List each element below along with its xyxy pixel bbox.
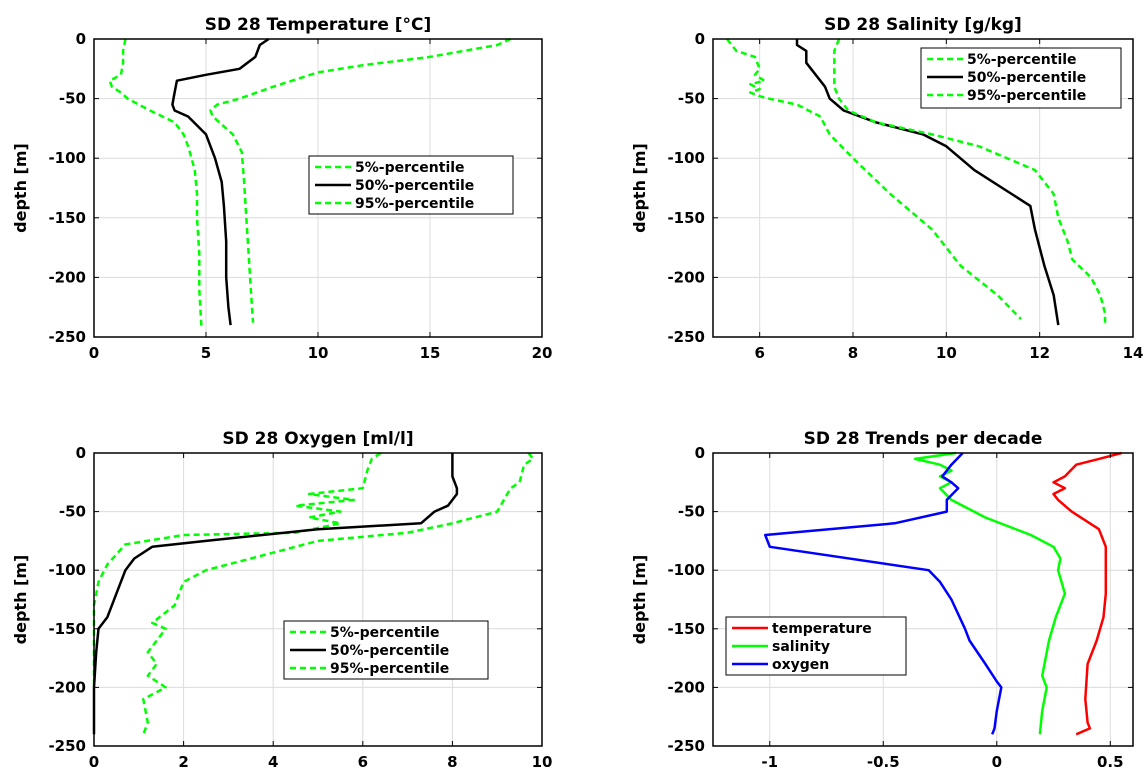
series-line-oxygen — [763, 452, 1003, 735]
legend: 5%-percentile 50%-percentile 95%-percentil… — [920, 47, 1122, 109]
legend-label: 95%-percentile — [967, 88, 1086, 104]
y-tick-label: 0 — [76, 30, 86, 48]
y-tick-label: -200 — [48, 678, 86, 696]
y-tick-label: -100 — [667, 149, 705, 167]
x-tick-label: 20 — [532, 344, 553, 362]
x-tick-label: 10 — [532, 753, 553, 771]
y-tick-label: -150 — [48, 209, 86, 227]
x-tick-label: 8 — [447, 753, 457, 771]
x-tick-label: -1 — [761, 753, 778, 771]
series-line-salinity — [913, 451, 1067, 735]
axes-frame — [93, 452, 543, 747]
legend-label: 95%-percentile — [355, 196, 474, 212]
axes-frame — [712, 452, 1134, 747]
x-tick-label: 0 — [992, 753, 1002, 771]
series-line-95%-percentile — [833, 38, 1107, 326]
y-tick-label: -100 — [48, 561, 86, 579]
y-tick-label: -50 — [678, 503, 705, 521]
y-tick-label: -250 — [48, 328, 86, 346]
x-tick-label: 8 — [848, 344, 858, 362]
plot-area — [94, 453, 542, 746]
y-tick-label: -100 — [667, 561, 705, 579]
x-tick-label: 4 — [268, 753, 278, 771]
legend-label: temperature — [772, 621, 872, 637]
y-axis-label: depth [m] — [630, 143, 649, 233]
legend-label: 50%-percentile — [967, 70, 1086, 86]
legend-label: 50%-percentile — [355, 178, 474, 194]
chart-panel-3: 0 2 4 6 8 10 0 -50 -100 -150 -200 -250 SD 28 Oxygen … — [11, 429, 552, 771]
x-tick-label: 0 — [89, 753, 99, 771]
x-tick-label: 5 — [201, 344, 211, 362]
chart-panel-1: 0 5 10 15 20 0 -50 -100 -150 -200 -250 SD 28 Temper… — [11, 15, 552, 362]
series-line-50%-percentile — [171, 37, 270, 326]
y-tick-label: -250 — [667, 328, 705, 346]
chart-title: SD 28 Temperature [°C] — [205, 15, 432, 35]
legend: temperature salinity oxygen — [725, 616, 907, 676]
chart-panel-4: -1 -0.5 0 0.5 0 -50 -100 -150 -200 -250 SD 28 Tren… — [630, 429, 1134, 771]
x-tick-label: 6 — [358, 753, 368, 771]
y-tick-label: -200 — [667, 268, 705, 286]
y-tick-label: -250 — [48, 737, 86, 755]
series-line-95%-percentile — [142, 452, 535, 735]
legend-label: 5%-percentile — [355, 160, 465, 176]
series-line-temperature — [1052, 451, 1122, 736]
x-tick-label: 10 — [308, 344, 329, 362]
y-axis-label: depth [m] — [11, 555, 30, 645]
x-tick-label: 12 — [1029, 344, 1050, 362]
y-tick-label: -250 — [667, 737, 705, 755]
legend-label: 95%-percentile — [330, 661, 449, 677]
legend-label: salinity — [772, 639, 830, 655]
legend-label: 5%-percentile — [967, 52, 1077, 68]
y-tick-label: -200 — [48, 268, 86, 286]
x-tick-label: 6 — [754, 344, 764, 362]
x-tick-label: 0 — [89, 344, 99, 362]
axes-frame — [712, 38, 1134, 338]
chart-panel-2: 6 8 10 12 14 0 -50 -100 -150 -200 -250 SD 28 Salini… — [630, 15, 1143, 362]
y-tick-label: 0 — [695, 444, 705, 462]
y-tick-label: -150 — [48, 620, 86, 638]
y-tick-label: 0 — [695, 30, 705, 48]
x-tick-label: -0.5 — [867, 753, 900, 771]
series-line-5%-percentile — [108, 38, 203, 329]
x-tick-label: 2 — [178, 753, 188, 771]
x-tick-label: 10 — [936, 344, 957, 362]
y-tick-label: -50 — [678, 90, 705, 108]
legend: 5%-percentile 50%-percentile 95%-percentil… — [283, 620, 489, 680]
legend-label: 5%-percentile — [330, 625, 440, 641]
series-line-95%-percentile — [209, 37, 512, 323]
plot-area — [713, 453, 1133, 746]
y-tick-label: -150 — [667, 620, 705, 638]
y-tick-label: 0 — [76, 444, 86, 462]
legend-label: 50%-percentile — [330, 643, 449, 659]
chart-title: SD 28 Oxygen [ml/l] — [222, 429, 413, 449]
chart-title: SD 28 Salinity [g/kg] — [824, 15, 1022, 35]
y-tick-label: -100 — [48, 149, 86, 167]
legend-label: oxygen — [772, 657, 829, 673]
x-tick-label: 15 — [420, 344, 441, 362]
y-tick-label: -200 — [667, 678, 705, 696]
chart-title: SD 28 Trends per decade — [804, 429, 1043, 449]
x-tick-label: 0.5 — [1097, 753, 1124, 771]
y-tick-label: -50 — [59, 90, 86, 108]
y-tick-label: -50 — [59, 503, 86, 521]
legend: 5%-percentile 50%-percentile 95%-percentil… — [308, 155, 514, 215]
y-axis-label: depth [m] — [11, 143, 30, 233]
y-tick-label: -150 — [667, 209, 705, 227]
y-axis-label: depth [m] — [630, 555, 649, 645]
x-tick-label: 14 — [1123, 344, 1144, 362]
